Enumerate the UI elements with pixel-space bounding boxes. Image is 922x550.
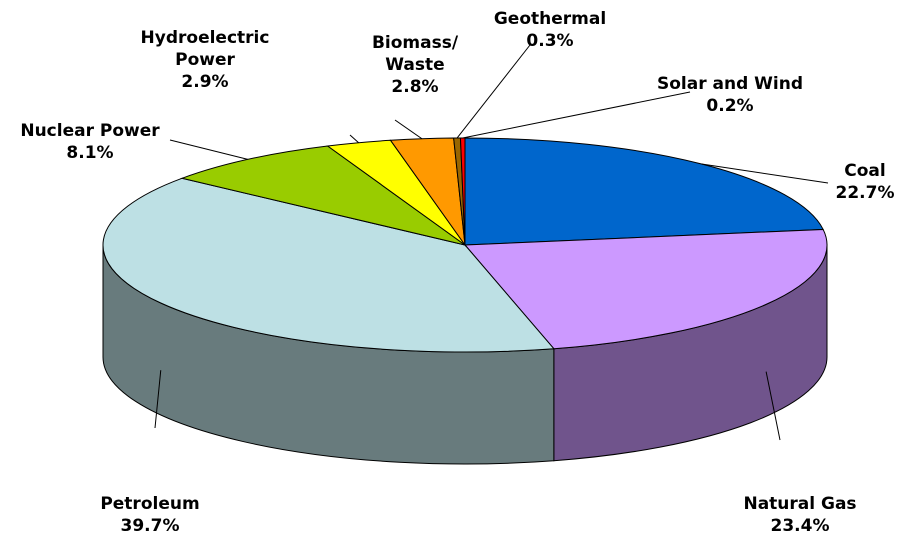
leader-line (462, 91, 691, 139)
value-label: 22.7% (835, 183, 895, 203)
category-name: Coal (844, 161, 886, 181)
value-label: 2.9% (181, 72, 229, 92)
slice-label: Petroleum 39.7% (100, 493, 199, 537)
value-label: 0.3% (526, 31, 574, 51)
leader-line (349, 134, 359, 144)
slice-label: Biomass/ Waste 2.8% (372, 32, 458, 98)
leader-line (456, 44, 531, 139)
slice (463, 228, 828, 350)
value-label: 8.1% (66, 143, 114, 163)
category-name: Geothermal (493, 9, 607, 29)
slice-label: Solar and Wind 0.2% (657, 73, 803, 117)
leader-line (701, 163, 829, 184)
category-name: Natural Gas (743, 494, 857, 514)
slice-label: Hydroelectric Power 2.9% (141, 27, 270, 93)
slice (464, 137, 824, 246)
category-name: Solar and Wind (656, 74, 804, 94)
leader-line (154, 370, 162, 429)
value-label: 39.7% (120, 516, 180, 536)
category-name: Nuclear Power (20, 121, 160, 141)
leader-line (765, 371, 781, 441)
slice-label: Geothermal 0.3% (494, 8, 606, 52)
category-name: Biomass/ Waste (371, 33, 459, 75)
value-label: 23.4% (770, 516, 830, 536)
value-label: 2.8% (391, 77, 439, 97)
leader-line (169, 139, 248, 160)
slice-label: Natural Gas 23.4% (743, 493, 856, 537)
category-name: Petroleum (100, 494, 200, 514)
slice-label: Coal 22.7% (836, 160, 895, 204)
slice (102, 177, 555, 353)
value-label: 0.2% (706, 96, 754, 116)
leader-line (394, 119, 423, 140)
category-name: Hydroelectric Power (140, 28, 270, 70)
slice-label: Nuclear Power 8.1% (20, 120, 159, 164)
